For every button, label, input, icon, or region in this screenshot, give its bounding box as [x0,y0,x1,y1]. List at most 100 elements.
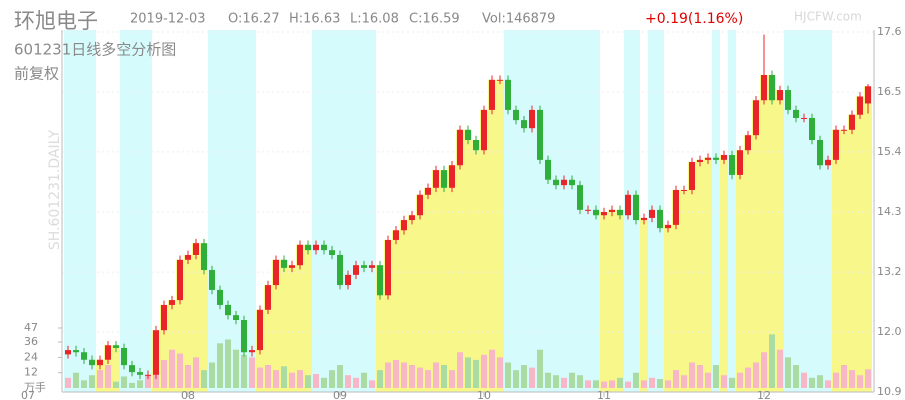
candle-body [249,350,255,353]
volume-bar [81,380,87,388]
candle-body [377,265,383,296]
zone [728,30,736,392]
candle-body [297,244,303,266]
volume-bar [825,380,831,388]
volume-bar [537,349,543,388]
volume-bar [681,375,687,388]
candle-body [641,217,647,221]
candle-body [817,140,823,166]
candle-body [849,114,855,130]
volume-bar [769,334,775,388]
zone-column [680,189,688,392]
candle-body [401,220,407,231]
candle-body [321,244,327,251]
volume-bar [153,371,159,388]
candle-body [193,243,199,255]
volume-bar [257,367,263,388]
y-tick-label: 10.9 [877,385,902,398]
volume-bar [849,370,855,388]
volume-bar [761,352,767,388]
volume-bar [625,381,631,388]
volume-bar [609,380,615,388]
volume-bar [169,349,175,388]
candle-body [489,79,495,110]
zone-column [296,244,304,392]
candle-body [473,140,479,151]
volume-bar [817,375,823,388]
candle-body [697,159,703,163]
volume-bar [201,370,207,388]
volume-bar [673,370,679,388]
zone-column [432,170,440,392]
volume-tick-label: 24 [24,350,38,363]
zone-column [768,74,776,392]
candle-body [145,374,151,376]
volume-bar [593,380,599,388]
candle-body [793,109,799,118]
volume-bar [473,359,479,388]
volume-bar [745,367,751,388]
candle-body [601,212,607,216]
volume-bar [361,372,367,388]
zone-column [848,114,856,392]
volume-bar [657,379,663,388]
y-tick-label: 14.3 [877,205,902,218]
zone-column [496,79,504,392]
candle-body [505,79,511,110]
volume-bar [329,370,335,388]
zone [208,30,256,392]
candle-body [753,100,759,136]
zone-column [384,239,392,392]
candle-body [825,159,831,166]
candle-body [617,209,623,216]
zone-column [376,265,384,392]
candle-body [801,117,807,119]
zone-column [280,259,288,392]
volume-bar [713,365,719,388]
zone-column [736,150,744,392]
x-tick-label: 08 [181,389,195,400]
volume-bar [617,377,623,388]
candle-body [113,345,119,348]
volume-bar [697,365,703,388]
candle-body [857,96,863,115]
candle-body [513,109,519,121]
candle-body [609,209,615,212]
zone-column [288,265,296,392]
candle-body [353,265,359,275]
candle-body [593,209,599,216]
volume-bar [833,372,839,388]
side-watermark: SH.601231.DAILY [47,129,63,250]
candle-body [673,189,679,225]
volume-bar [705,372,711,388]
zone-column [688,162,696,392]
volume-bar [209,362,215,388]
volume-bar [321,377,327,388]
candle-body [441,170,447,188]
candle-body [153,330,159,375]
candle-body [185,254,191,260]
volume-bar [513,370,519,388]
x-tick-label: 07 [21,389,35,400]
adjustment-label: 前复权 [14,65,59,83]
volume-bar [841,365,847,388]
candle-body [425,187,431,195]
candle-body [809,117,815,140]
candle-body [209,270,215,290]
zone-column [456,129,464,392]
volume-bar [297,370,303,388]
volume-bar [545,372,551,388]
zone-column [192,243,200,392]
volume-bar [417,367,423,388]
zone-column [448,165,456,392]
volume-bar [161,359,167,388]
zone-column [640,217,648,392]
zone-column [304,244,312,392]
candle-body [233,315,239,320]
volume-bar [409,365,415,388]
candle-body [721,155,727,160]
zone-column [608,209,616,392]
zone-column [400,220,408,392]
open-label: O:16.27 [228,12,280,27]
